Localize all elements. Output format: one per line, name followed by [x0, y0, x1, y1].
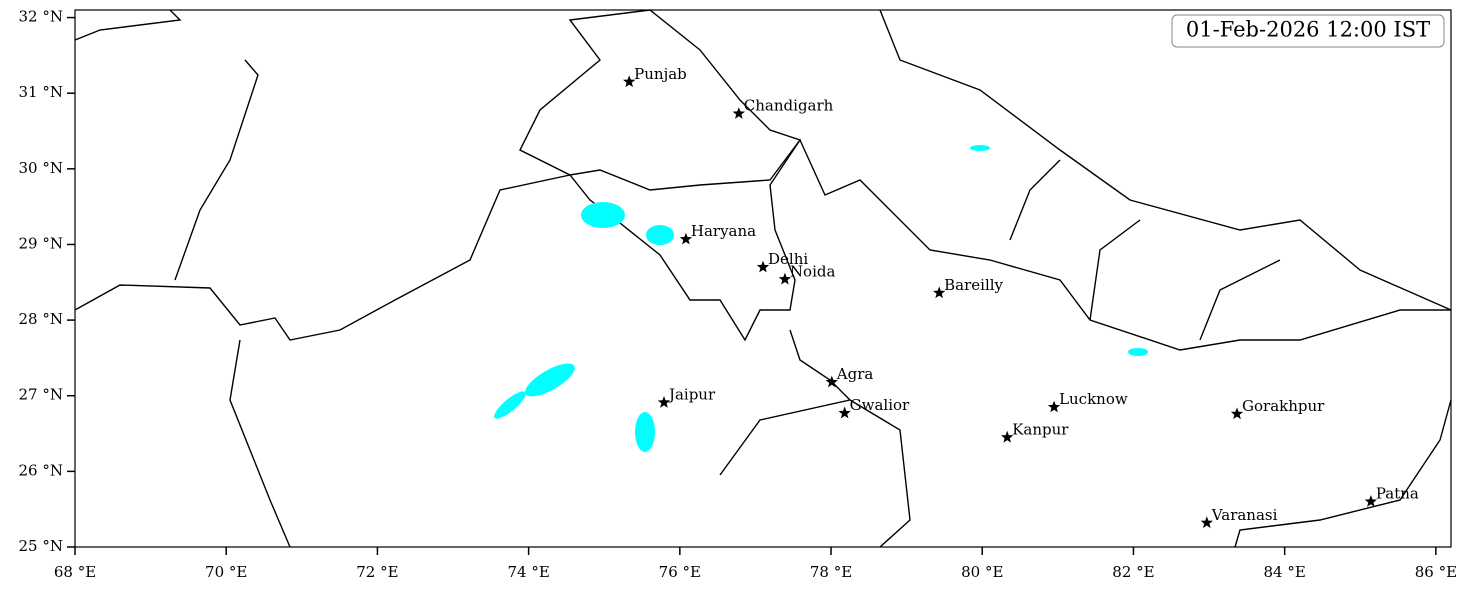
city-label: Haryana — [691, 222, 756, 240]
annotation-box — [1171, 14, 1445, 48]
x-tick-label: 80 °E — [961, 563, 1003, 581]
city-label: Agra — [836, 365, 874, 383]
city-marker — [778, 272, 792, 285]
city-marker — [933, 286, 946, 299]
x-tick-label: 78 °E — [810, 563, 852, 581]
city-label: Punjab — [634, 65, 687, 83]
y-tick-label: 29 °N — [19, 234, 63, 252]
city-label: Delhi — [768, 250, 808, 268]
city-marker — [732, 107, 745, 119]
city-marker — [1047, 400, 1061, 413]
city-marker — [657, 396, 671, 408]
y-tick-label: 28 °N — [19, 310, 63, 328]
x-tick-label: 82 °E — [1112, 563, 1154, 581]
city-marker — [1200, 516, 1213, 529]
city-marker — [679, 232, 693, 245]
y-tick-label: 30 °N — [19, 159, 63, 177]
x-tick-label: 86 °E — [1415, 563, 1457, 581]
x-tick-label: 74 °E — [507, 563, 549, 581]
city-label: Lucknow — [1059, 390, 1128, 408]
x-tick-label: 72 °E — [356, 563, 398, 581]
city-label: Jaipur — [667, 386, 716, 404]
city-marker — [1001, 430, 1014, 443]
city-label: Gorakhpur — [1242, 397, 1325, 415]
y-tick-label: 27 °N — [19, 386, 63, 404]
city-marker — [1230, 407, 1244, 420]
city-label: Kanpur — [1012, 420, 1069, 438]
map-frame — [74, 9, 1452, 548]
annotation: 01-Feb-2026 12:00 IST — [1186, 18, 1430, 42]
x-tick-label: 76 °E — [659, 563, 701, 581]
y-tick-label: 31 °N — [19, 83, 63, 101]
city-label: Varanasi — [1211, 506, 1278, 524]
x-tick-label: 68 °E — [54, 563, 96, 581]
city-label: Bareilly — [944, 276, 1003, 294]
city-label: Chandigarh — [744, 97, 834, 115]
x-tick-label: 84 °E — [1264, 563, 1306, 581]
y-tick-label: 26 °N — [19, 461, 63, 479]
city-marker — [825, 375, 838, 388]
city-marker — [1364, 495, 1377, 507]
x-tick-label: 70 °E — [205, 563, 247, 581]
city-label: Patna — [1376, 485, 1419, 503]
city-marker — [756, 260, 770, 273]
city-label: Noida — [790, 262, 836, 280]
city-label: Gwalior — [850, 396, 910, 414]
city-marker — [623, 75, 636, 88]
borders — [74, 9, 1452, 548]
city-marker — [838, 406, 851, 419]
y-tick-label: 25 °N — [19, 537, 63, 555]
precip-patches — [494, 145, 1148, 452]
y-tick-label: 32 °N — [19, 8, 63, 26]
